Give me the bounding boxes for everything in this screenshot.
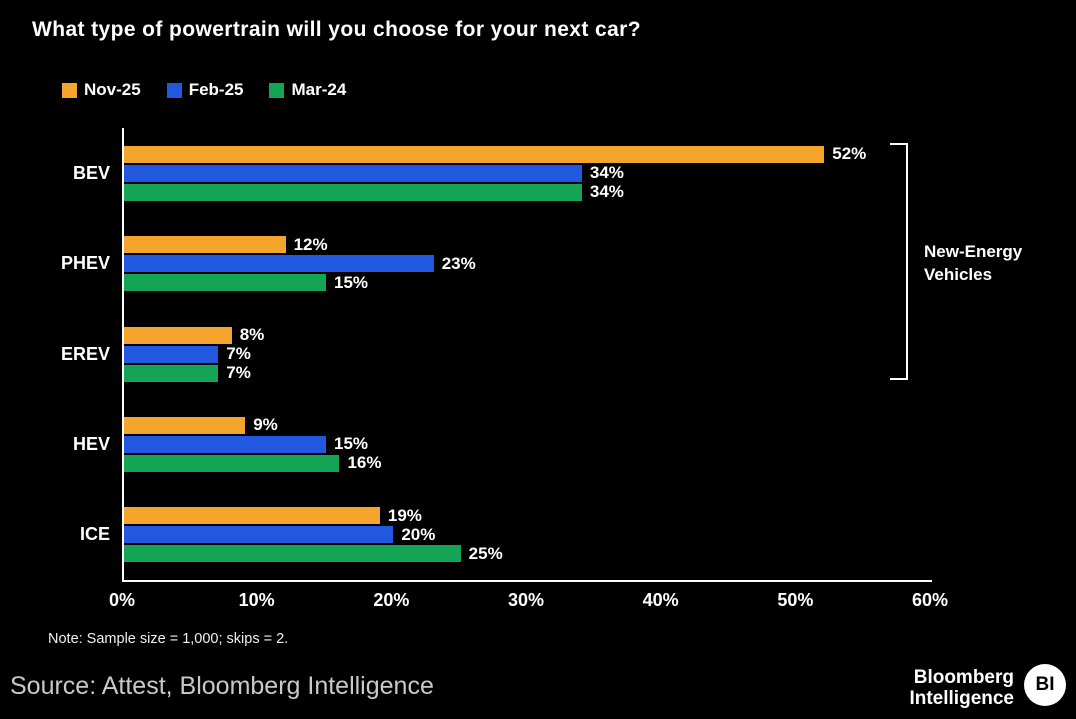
y-axis-labels: BEV PHEV EREV HEV ICE — [14, 128, 110, 580]
bar-Feb-25-PHEV: 23% — [124, 254, 476, 273]
bar-Feb-25-HEV: 15% — [124, 434, 368, 453]
x-tick-label: 0% — [108, 590, 136, 610]
bar-value-label: 12% — [293, 234, 328, 254]
legend-swatch-icon — [62, 82, 77, 98]
bar-Nov-25-PHEV: 12% — [124, 235, 328, 254]
category-label-PHEV: PHEV — [60, 253, 110, 274]
bar-value-label: 52% — [832, 144, 867, 164]
bar-Nov-25-BEV: 52% — [124, 144, 866, 163]
bar-value-label: 19% — [387, 505, 422, 525]
brand-line-1: Bloomberg — [913, 667, 1014, 688]
brand-wordmark: Bloomberg Intelligence — [909, 667, 1014, 709]
x-tick-label: 10% — [238, 590, 275, 610]
legend-item-Mar-24: Mar-24 — [269, 80, 346, 100]
legend-label: Nov-25 — [84, 80, 141, 99]
bar-value-label: 16% — [347, 453, 382, 473]
plot-area: 52% 34% 34% 12% 23% 15% 8% 7% 7% 9% 15% 16% 19% 20% 25… — [122, 128, 932, 582]
bar-Feb-25-ICE: 20% — [124, 525, 435, 544]
bar-value-label: 34% — [589, 163, 624, 183]
bar-value-label: 15% — [334, 434, 369, 454]
bar-value-label: 23% — [441, 253, 476, 273]
bar-Mar-24-BEV: 34% — [124, 182, 624, 201]
legend-swatch-icon — [269, 82, 285, 98]
x-axis-ticks: 0% 10% 20% 30% 40% 50% 60% — [109, 590, 948, 614]
bar-value-label: 25% — [468, 543, 503, 563]
legend-label: Mar-24 — [291, 80, 347, 99]
bar-group-BEV: 52% 34% 34% — [124, 128, 932, 218]
chart-title: What type of powertrain will you choose … — [32, 18, 641, 41]
new-energy-bracket — [890, 143, 908, 380]
bar-value-label: 15% — [334, 272, 369, 292]
source-text: Source: Attest, Bloomberg Intelligence — [10, 672, 434, 700]
x-tick-label: 20% — [373, 590, 410, 610]
bar-group-EREV: 8% 7% 7% — [124, 309, 932, 399]
category-label-HEV: HEV — [72, 433, 110, 454]
bar-value-label: 7% — [226, 344, 251, 364]
x-tick-label: 60% — [911, 590, 949, 610]
legend: Nov-25 Feb-25 Mar-24 — [62, 80, 346, 100]
bar-Nov-25-EREV: 8% — [124, 325, 264, 344]
x-tick-label: 40% — [642, 590, 679, 610]
bar-Feb-25-BEV: 34% — [124, 163, 624, 182]
bar-value-label: 7% — [226, 363, 251, 383]
category-label-ICE: ICE — [79, 524, 110, 545]
bar-Mar-24-ICE: 25% — [124, 544, 503, 563]
bar-value-label: 34% — [589, 182, 624, 202]
x-tick-label: 30% — [507, 590, 545, 610]
bar-Nov-25-HEV: 9% — [124, 415, 278, 434]
bar-Mar-24-PHEV: 15% — [124, 273, 368, 292]
bar-value-label: 9% — [253, 415, 278, 435]
bar-Mar-24-HEV: 16% — [124, 453, 381, 472]
bi-logo-icon: BI — [1024, 664, 1066, 706]
legend-item-Nov-25: Nov-25 — [62, 80, 141, 100]
category-label-EREV: EREV — [60, 343, 110, 364]
bar-Mar-24-EREV: 7% — [124, 363, 251, 382]
bar-value-label: 8% — [239, 325, 265, 345]
legend-swatch-icon — [166, 82, 182, 98]
note-text: Note: Sample size = 1,000; skips = 2. — [48, 631, 289, 647]
category-label-BEV: BEV — [72, 162, 110, 183]
bar-group-HEV: 9% 15% 16% — [124, 399, 932, 489]
bar-group-PHEV: 12% 23% 15% — [124, 218, 932, 308]
brand-line-2: Intelligence — [909, 688, 1014, 709]
legend-item-Feb-25: Feb-25 — [166, 80, 244, 100]
x-tick-label: 50% — [777, 590, 814, 610]
bar-value-label: 20% — [401, 524, 436, 544]
legend-label: Feb-25 — [188, 80, 244, 99]
bar-group-ICE: 19% 20% 25% — [124, 490, 932, 580]
new-energy-bracket-label: New-Energy Vehicles — [924, 242, 1023, 284]
bar-Nov-25-ICE: 19% — [124, 506, 422, 525]
bar-Feb-25-EREV: 7% — [124, 344, 251, 363]
